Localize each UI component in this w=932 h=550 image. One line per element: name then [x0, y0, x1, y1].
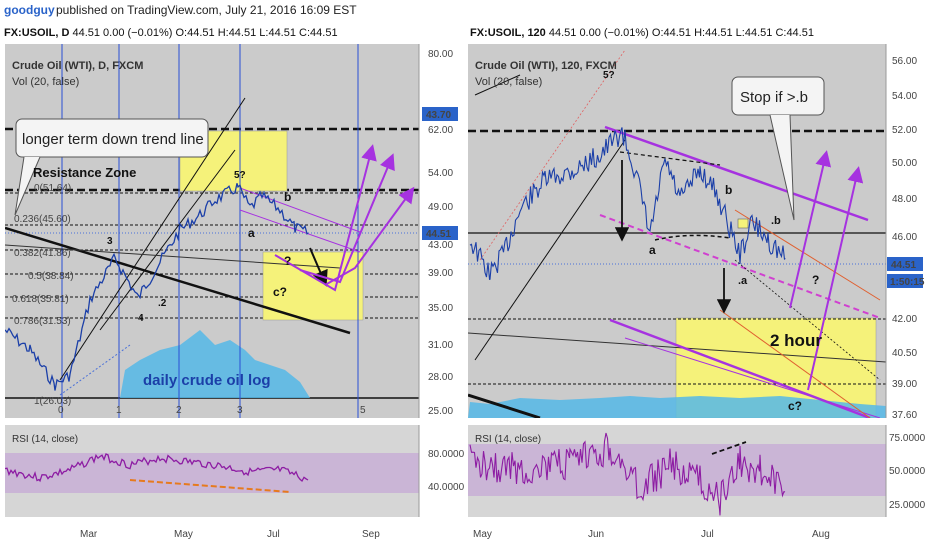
- left-rsi-title: RSI (14, close): [12, 434, 78, 445]
- left-ytick: 62.00: [428, 125, 453, 136]
- right-drawings: [468, 49, 886, 418]
- right-rsi-band: [468, 444, 886, 496]
- left-y-axis: 80.00 62.00 54.00 49.00 43.00 39.00 35.0…: [428, 49, 453, 417]
- right-wave-5: 5?: [603, 70, 615, 81]
- right-pane-title: Crude Oil (WTI), 120, FXCM: [475, 60, 617, 72]
- fib-0382: 0.382(41.86): [14, 248, 71, 259]
- left-price-tag-2: [422, 226, 458, 240]
- left-callout-tail: [14, 156, 41, 216]
- right-rsi-tick: 25.0000: [889, 500, 926, 511]
- right-price-tag-text: 44.51: [891, 260, 916, 271]
- timeframe-label: 2 hour: [770, 331, 822, 350]
- right-ytick: 56.00: [892, 56, 917, 67]
- left-xtick: May: [174, 529, 193, 540]
- right-ytick: 39.00: [892, 379, 917, 390]
- fib-0786: 0.786(31.53): [14, 316, 71, 327]
- left-rsi-tick: 80.0000: [428, 449, 465, 460]
- left-wave-2: .2: [158, 298, 167, 309]
- left-ohlc: 44.51 0.00 (−0.01%) O:44.51 H:44.51 L:44…: [72, 27, 338, 39]
- left-pane-title: Crude Oil (WTI), D, FXCM: [12, 60, 143, 72]
- right-vol-label: Vol (20, false): [475, 76, 542, 88]
- right-y-axis: 56.00 54.00 52.00 50.00 48.00 46.00 42.0…: [892, 56, 917, 421]
- left-ytick: 39.00: [428, 268, 453, 279]
- vline-label-0: 0: [58, 405, 64, 416]
- left-drawings: [5, 44, 419, 418]
- left-wave-4: 4: [138, 313, 144, 324]
- left-callout-text: longer term down trend line: [22, 131, 204, 148]
- right-wave-a2: .a: [738, 275, 748, 287]
- right-ytick: 54.00: [892, 91, 917, 102]
- right-countdown-tag: [887, 274, 923, 288]
- right-wave-b2: .b: [771, 215, 781, 227]
- right-countdown-text: 1:50:15: [890, 277, 925, 288]
- left-ticker-line: FX:USOIL, D 44.51 0.00 (−0.01%) O:44.51 …: [4, 27, 338, 39]
- right-price-tag: [887, 257, 923, 271]
- right-ytick: 52.00: [892, 125, 917, 136]
- left-wave-c: c?: [273, 285, 287, 299]
- left-ytick: 25.00: [428, 406, 453, 417]
- right-wave-a: a: [649, 243, 656, 257]
- fib-1: 1(26.03): [34, 396, 71, 407]
- left-ytick: 28.00: [428, 372, 453, 383]
- right-ytick: 48.00: [892, 194, 917, 205]
- right-symbol: FX:USOIL, 120: [470, 27, 546, 39]
- vline-label-3: 3: [237, 405, 243, 416]
- left-ytick: 49.00: [428, 202, 453, 213]
- left-wave-5: 5?: [234, 170, 246, 181]
- right-callout-text: Stop if >.b: [740, 89, 808, 106]
- right-ohlc: 44.51 0.00 (−0.01%) O:44.51 H:44.51 L:44…: [548, 27, 814, 39]
- fib-0: 0(51.64): [34, 183, 71, 194]
- right-rsi-tick: 50.0000: [889, 466, 926, 477]
- left-xtick: Sep: [362, 529, 380, 540]
- left-rsi-tick: 40.0000: [428, 482, 465, 493]
- left-wave-b: b: [284, 190, 291, 204]
- right-ticker-line: FX:USOIL, 120 44.51 0.00 (−0.01%) O:44.5…: [470, 27, 814, 39]
- right-callout-tail: [769, 114, 795, 221]
- right-wave-b: b: [725, 183, 732, 197]
- left-price-tag-1-text: 43.70: [426, 110, 451, 121]
- left-ytick: 80.00: [428, 49, 453, 60]
- right-ytick: 42.00: [892, 314, 917, 325]
- fib-05: 0.5(38.84): [28, 271, 74, 282]
- resistance-label: Resistance Zone: [33, 165, 136, 180]
- left-ytick: 54.00: [428, 168, 453, 179]
- right-rsi-title: RSI (14, close): [475, 434, 541, 445]
- publish-info: published on TradingView.com, July 21, 2…: [56, 3, 357, 17]
- left-vol-label: Vol (20, false): [12, 76, 79, 88]
- left-wave-3: 3: [107, 236, 113, 247]
- left-xtick: Jul: [267, 529, 280, 540]
- right-ytick: 40.50: [892, 348, 917, 359]
- right-ytick: 50.00: [892, 158, 917, 169]
- left-callout-box: [15, 118, 209, 158]
- left-price-tag-1: [422, 107, 458, 121]
- vline-label-5: 5: [360, 405, 366, 416]
- right-rsi-tick: 75.0000: [889, 433, 926, 444]
- left-xtick: Mar: [80, 529, 98, 540]
- left-ytick: 31.00: [428, 340, 453, 351]
- right-xtick: Aug: [812, 529, 830, 540]
- left-price-tag-2-text: 44.51: [426, 229, 451, 240]
- publish-header: goodguy published on TradingView.com, Ju…: [0, 0, 932, 22]
- right-wave-q: ?: [812, 273, 819, 287]
- right-wave-c: c?: [788, 399, 802, 413]
- left-wave-a: a: [248, 226, 255, 240]
- right-ytick: 37.60: [892, 410, 917, 421]
- fib-0618: 0.618(35.81): [12, 294, 69, 305]
- log-label: daily crude oil log: [143, 372, 271, 389]
- right-xtick: May: [473, 529, 492, 540]
- left-ytick: 35.00: [428, 303, 453, 314]
- left-symbol: FX:USOIL, D: [4, 27, 70, 39]
- left-wave-q: ?: [284, 254, 291, 268]
- right-xtick: Jul: [701, 529, 714, 540]
- author-link[interactable]: goodguy: [4, 3, 55, 17]
- left-ytick: 43.00: [428, 240, 453, 251]
- right-ytick: 46.00: [892, 232, 917, 243]
- right-xtick: Jun: [588, 529, 604, 540]
- fib-0236: 0.236(45.60): [14, 214, 71, 225]
- vline-label-1: 1: [116, 405, 122, 416]
- vline-label-2: 2: [176, 405, 182, 416]
